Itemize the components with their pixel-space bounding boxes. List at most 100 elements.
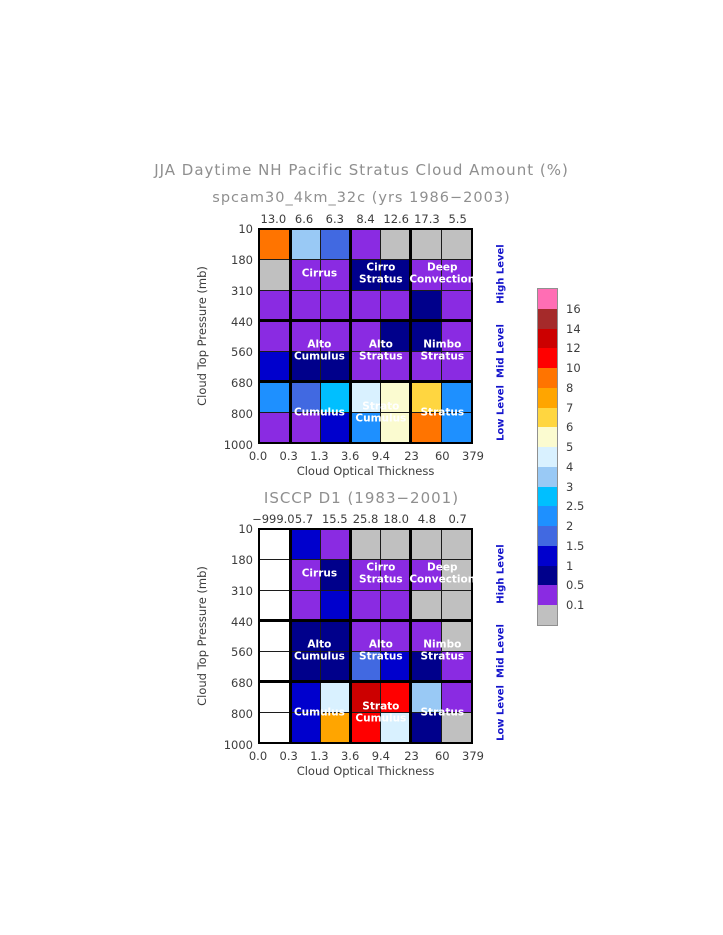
thick-gridline-horizontal [260, 319, 471, 323]
heatmap-cell [320, 230, 350, 260]
y-tick-label: 560 [231, 345, 253, 360]
cloud-type-label: Nimbo Stratus [420, 638, 465, 663]
heatmap-grid [258, 528, 473, 744]
panel1-subtitle: ISCCP D1 (1983−2001) [263, 489, 460, 507]
x-tick-label: 9.4 [371, 449, 390, 463]
column-mean-value: 13.0 [260, 212, 287, 226]
x-tick-label: 0.3 [279, 449, 298, 463]
x-tick-label: 23 [404, 749, 419, 763]
heatmap-cell [381, 682, 411, 712]
x-axis-label: Cloud Optical Thickness [296, 764, 435, 778]
heatmap-cell [441, 321, 471, 351]
heatmap-cell [350, 651, 381, 682]
cloud-type-label: Cirrus [301, 567, 338, 580]
heatmap-cell [290, 412, 320, 442]
x-tick-label: 1.3 [310, 749, 329, 763]
heatmap-cell [260, 260, 290, 290]
cloud-type-label: Alto Stratus [359, 338, 403, 363]
colorbar-tick-label: 5 [566, 440, 574, 455]
heatmap-cell [411, 412, 441, 442]
x-tick-label: 379 [462, 749, 484, 763]
x-tick-label: 379 [462, 449, 484, 463]
heatmap-cell [381, 321, 411, 351]
heatmap-cell [441, 290, 471, 321]
heatmap-cell [260, 412, 290, 442]
heatmap-cell [411, 351, 441, 382]
x-tick-label: 3.6 [340, 449, 360, 463]
colorbar-segment [538, 387, 557, 408]
heatmap-cell [350, 412, 381, 442]
heatmap-cell [320, 530, 350, 560]
cloud-type-label: Alto Stratus [359, 638, 403, 663]
column-mean-value: 15.5 [321, 512, 348, 526]
heatmap-cell [411, 590, 441, 621]
y-tick-label: 310 [231, 583, 253, 598]
heatmap-cell [350, 382, 381, 412]
heatmap-cell [350, 712, 381, 742]
heatmap-cell [381, 590, 411, 621]
heatmap-cell [260, 560, 290, 590]
heatmap-cell [290, 260, 320, 290]
heatmap-cell [441, 712, 471, 742]
heatmap-cell [411, 530, 441, 560]
column-mean-value: 6.3 [325, 212, 344, 226]
heatmap-cell [320, 560, 350, 590]
column-mean-value: 17.3 [414, 212, 440, 226]
heatmap-cell [381, 621, 411, 651]
heatmap-cell [381, 290, 411, 321]
y-tick-label: 560 [231, 645, 253, 660]
colorbar-segment [538, 368, 557, 388]
cloud-type-label: Strato Cumulus [355, 700, 407, 725]
x-tick-label: 60 [434, 749, 450, 763]
column-mean-value: 12.6 [383, 212, 410, 226]
thick-gridline-vertical [409, 530, 413, 742]
level-label: Low Level [495, 685, 507, 742]
heatmap-cell [320, 590, 350, 621]
heatmap-cell [441, 621, 471, 651]
colorbar-segment [538, 486, 557, 507]
heatmap-cell [290, 682, 320, 712]
heatmap-cell [411, 290, 441, 321]
heatmap-cell [411, 560, 441, 590]
heatmap-cell [411, 260, 441, 290]
colorbar-segment [538, 466, 557, 487]
heatmap-cell [381, 260, 411, 290]
level-label: Mid Level [495, 324, 507, 379]
heatmap-cell [350, 290, 381, 321]
heatmap-cell [381, 230, 411, 260]
heatmap-cell [381, 530, 411, 560]
cloud-type-label: Nimbo Stratus [420, 338, 465, 363]
colorbar-segment [538, 427, 557, 447]
heatmap-cell [441, 351, 471, 382]
colorbar-segment [538, 348, 557, 368]
heatmap-cell [350, 682, 381, 712]
heatmap-cell [290, 351, 320, 382]
heatmap-cell [411, 382, 441, 412]
heatmap-cell [411, 621, 441, 651]
colorbar-segment [538, 565, 557, 586]
heatmap-cell [441, 590, 471, 621]
column-mean-value: 18.0 [383, 512, 410, 526]
colorbar-tick-label: 0.1 [566, 598, 585, 613]
level-label: Mid Level [495, 624, 507, 679]
heatmap-cell [320, 712, 350, 742]
heatmap-cell [411, 321, 441, 351]
cloud-type-label: Alto Cumulus [293, 338, 345, 363]
column-mean-value: 4.8 [417, 512, 437, 526]
heatmap-cell [260, 530, 290, 560]
colorbar-segment [538, 308, 557, 329]
x-tick-label: 0.0 [248, 749, 268, 763]
heatmap-cell [260, 621, 290, 651]
cloud-type-label: Cirro Stratus [359, 261, 403, 286]
y-tick-label: 1000 [223, 438, 253, 452]
thick-gridline-vertical [348, 230, 352, 442]
column-mean-value: 6.6 [294, 212, 314, 226]
heatmap-cell [381, 412, 411, 442]
x-tick-label: 9.4 [371, 749, 390, 763]
colorbar-tick-label: 1 [566, 558, 574, 573]
heatmap-cell [320, 682, 350, 712]
cloud-type-label: Stratus [420, 406, 465, 419]
colorbar-tick-label: 2.5 [566, 499, 585, 514]
figure-title: JJA Daytime NH Pacific Stratus Cloud Amo… [154, 161, 569, 179]
heatmap-cell [381, 382, 411, 412]
